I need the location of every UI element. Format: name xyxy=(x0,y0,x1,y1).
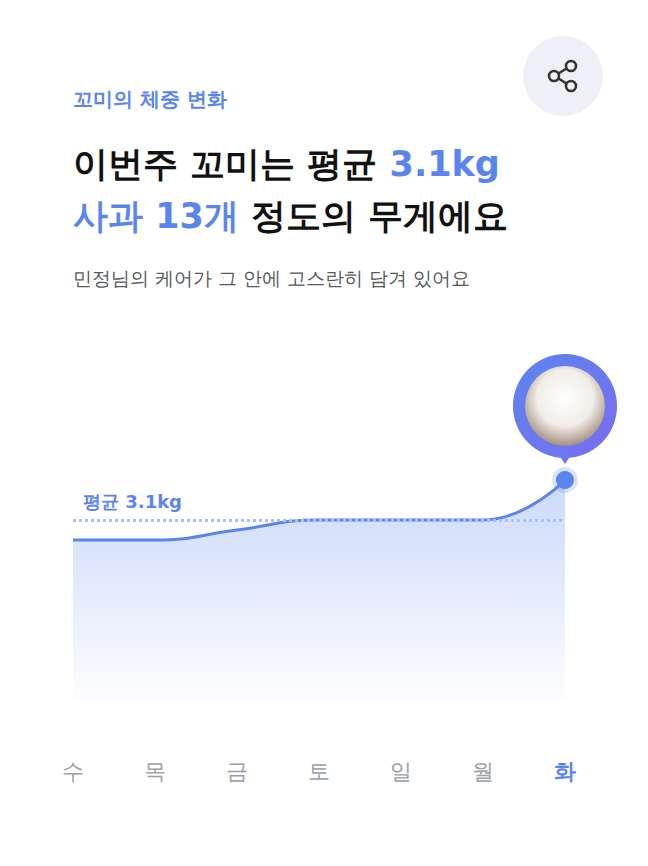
svg-text:평균 3.1kg: 평균 3.1kg xyxy=(83,491,182,512)
svg-text:목: 목 xyxy=(144,759,166,784)
html-text:사과 13개정도의 무게에요: 사과 13개정도의 무게에요 xyxy=(73,196,509,236)
html-text:꼬미의 체중 변화: 꼬미의 체중 변화 xyxy=(73,87,227,111)
svg-text:수: 수 xyxy=(62,759,84,784)
svg-text:금: 금 xyxy=(226,759,248,784)
svg-text:일: 일 xyxy=(390,759,412,784)
svg-text:토: 토 xyxy=(308,759,330,784)
html-text:이번주 꼬미는 평균3.1kg: 이번주 꼬미는 평균3.1kg xyxy=(73,144,500,184)
svg-text:화: 화 xyxy=(554,759,576,784)
html-text:민정님의 케어가 그 안에 고스란히 담겨 있어요: 민정님의 케어가 그 안에 고스란히 담겨 있어요 xyxy=(73,267,471,289)
svg-text:월: 월 xyxy=(472,759,494,784)
